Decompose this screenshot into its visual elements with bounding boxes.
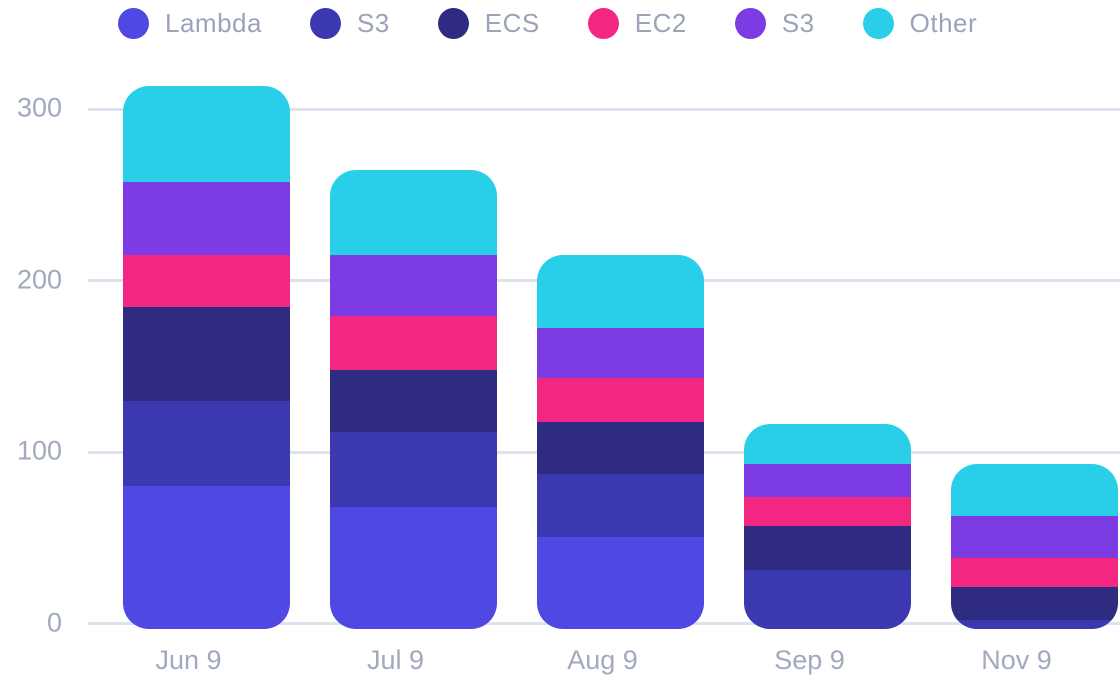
bar-segment-jul-9-ecs-2[interactable]: [330, 369, 497, 433]
legend-dot-s3-icon: [309, 7, 341, 39]
legend-item-s3-1[interactable]: S3: [309, 7, 390, 39]
bar-segment-jul-9-s3-1[interactable]: [330, 432, 497, 508]
legend-item-ec2-3[interactable]: EC2: [587, 7, 687, 39]
x-axis-label-nov-9: Nov 9: [981, 645, 1052, 675]
bar-sep-9[interactable]: [744, 423, 911, 629]
bar-segment-sep-9-ecs-2[interactable]: [744, 526, 911, 570]
legend-label: Other: [909, 7, 978, 38]
bar-segment-jun-9-s3-4[interactable]: [123, 181, 290, 255]
legend-item-ecs-2[interactable]: ECS: [437, 7, 540, 39]
legend-label: S3: [781, 7, 815, 38]
y-axis-tick-200: 200: [16, 263, 62, 294]
legend-item-lambda-0[interactable]: Lambda: [118, 7, 262, 39]
bar-segment-jun-9-s3-1[interactable]: [123, 401, 290, 487]
y-axis-tick-0: 0: [46, 606, 62, 637]
bar-segment-jun-9-ecs-2[interactable]: [123, 307, 290, 402]
bar-segment-jul-9-other-5[interactable]: [330, 169, 497, 255]
bar-segment-aug-9-s3-1[interactable]: [537, 474, 704, 537]
x-axis-label-jul-9: Jul 9: [366, 645, 425, 675]
bar-segment-jul-9-s3-4[interactable]: [330, 254, 497, 316]
bar-segment-aug-9-other-5[interactable]: [537, 254, 704, 328]
x-axis-label-jun-9: Jun 9: [155, 645, 222, 675]
bar-segment-nov-9-ecs-2[interactable]: [951, 587, 1118, 621]
bar-segment-jul-9-lambda-0[interactable]: [330, 507, 497, 629]
x-axis-label-aug-9: Aug 9: [567, 645, 638, 675]
y-axis-tick-300: 300: [16, 92, 62, 123]
legend-label: EC2: [634, 7, 687, 38]
bar-segment-sep-9-other-5[interactable]: [744, 423, 911, 464]
legend-dot-lambda-icon: [118, 7, 149, 39]
legend-dot-other-icon: [862, 7, 894, 39]
bar-segment-jun-9-ec2-3[interactable]: [123, 254, 290, 308]
bar-segment-aug-9-s3-4[interactable]: [537, 327, 704, 379]
legend-item-s3-4[interactable]: S3: [734, 7, 815, 39]
bar-segment-sep-9-ec2-3[interactable]: [744, 496, 911, 527]
bar-segment-nov-9-s3-1[interactable]: [951, 620, 1118, 629]
legend-dot-ecs-icon: [437, 7, 469, 39]
bar-nov-9[interactable]: [951, 463, 1118, 629]
bar-segment-aug-9-lambda-0[interactable]: [537, 536, 704, 629]
bar-segment-nov-9-other-5[interactable]: [951, 463, 1118, 516]
legend-label: ECS: [484, 7, 540, 38]
bar-jul-9[interactable]: [330, 169, 497, 629]
bar-segment-aug-9-ecs-2[interactable]: [537, 421, 704, 475]
bar-segment-sep-9-s3-4[interactable]: [744, 463, 911, 497]
legend-dot-ec2-icon: [587, 7, 619, 39]
bar-segment-nov-9-s3-4[interactable]: [951, 515, 1118, 558]
bar-segment-jun-9-lambda-0[interactable]: [123, 486, 290, 629]
y-axis-tick-100: 100: [16, 435, 62, 466]
bar-jun-9[interactable]: [123, 86, 290, 629]
x-axis-label-sep-9: Sep 9: [774, 645, 845, 675]
bar-segment-sep-9-s3-1[interactable]: [744, 569, 911, 629]
legend-label: Lambda: [165, 7, 262, 38]
bar-segment-nov-9-ec2-3[interactable]: [951, 557, 1118, 588]
bar-aug-9[interactable]: [537, 254, 704, 629]
bar-segment-jun-9-other-5[interactable]: [123, 86, 290, 182]
legend-label: S3: [356, 7, 390, 38]
chart-legend: Lambda S3 ECS EC2 S3 Other: [118, 6, 977, 40]
legend-item-other-5[interactable]: Other: [862, 7, 978, 39]
legend-dot-s3-icon: [734, 7, 766, 39]
gridline-300: [88, 107, 1120, 111]
bar-segment-aug-9-ec2-3[interactable]: [537, 378, 704, 422]
bar-segment-jul-9-ec2-3[interactable]: [330, 315, 497, 370]
